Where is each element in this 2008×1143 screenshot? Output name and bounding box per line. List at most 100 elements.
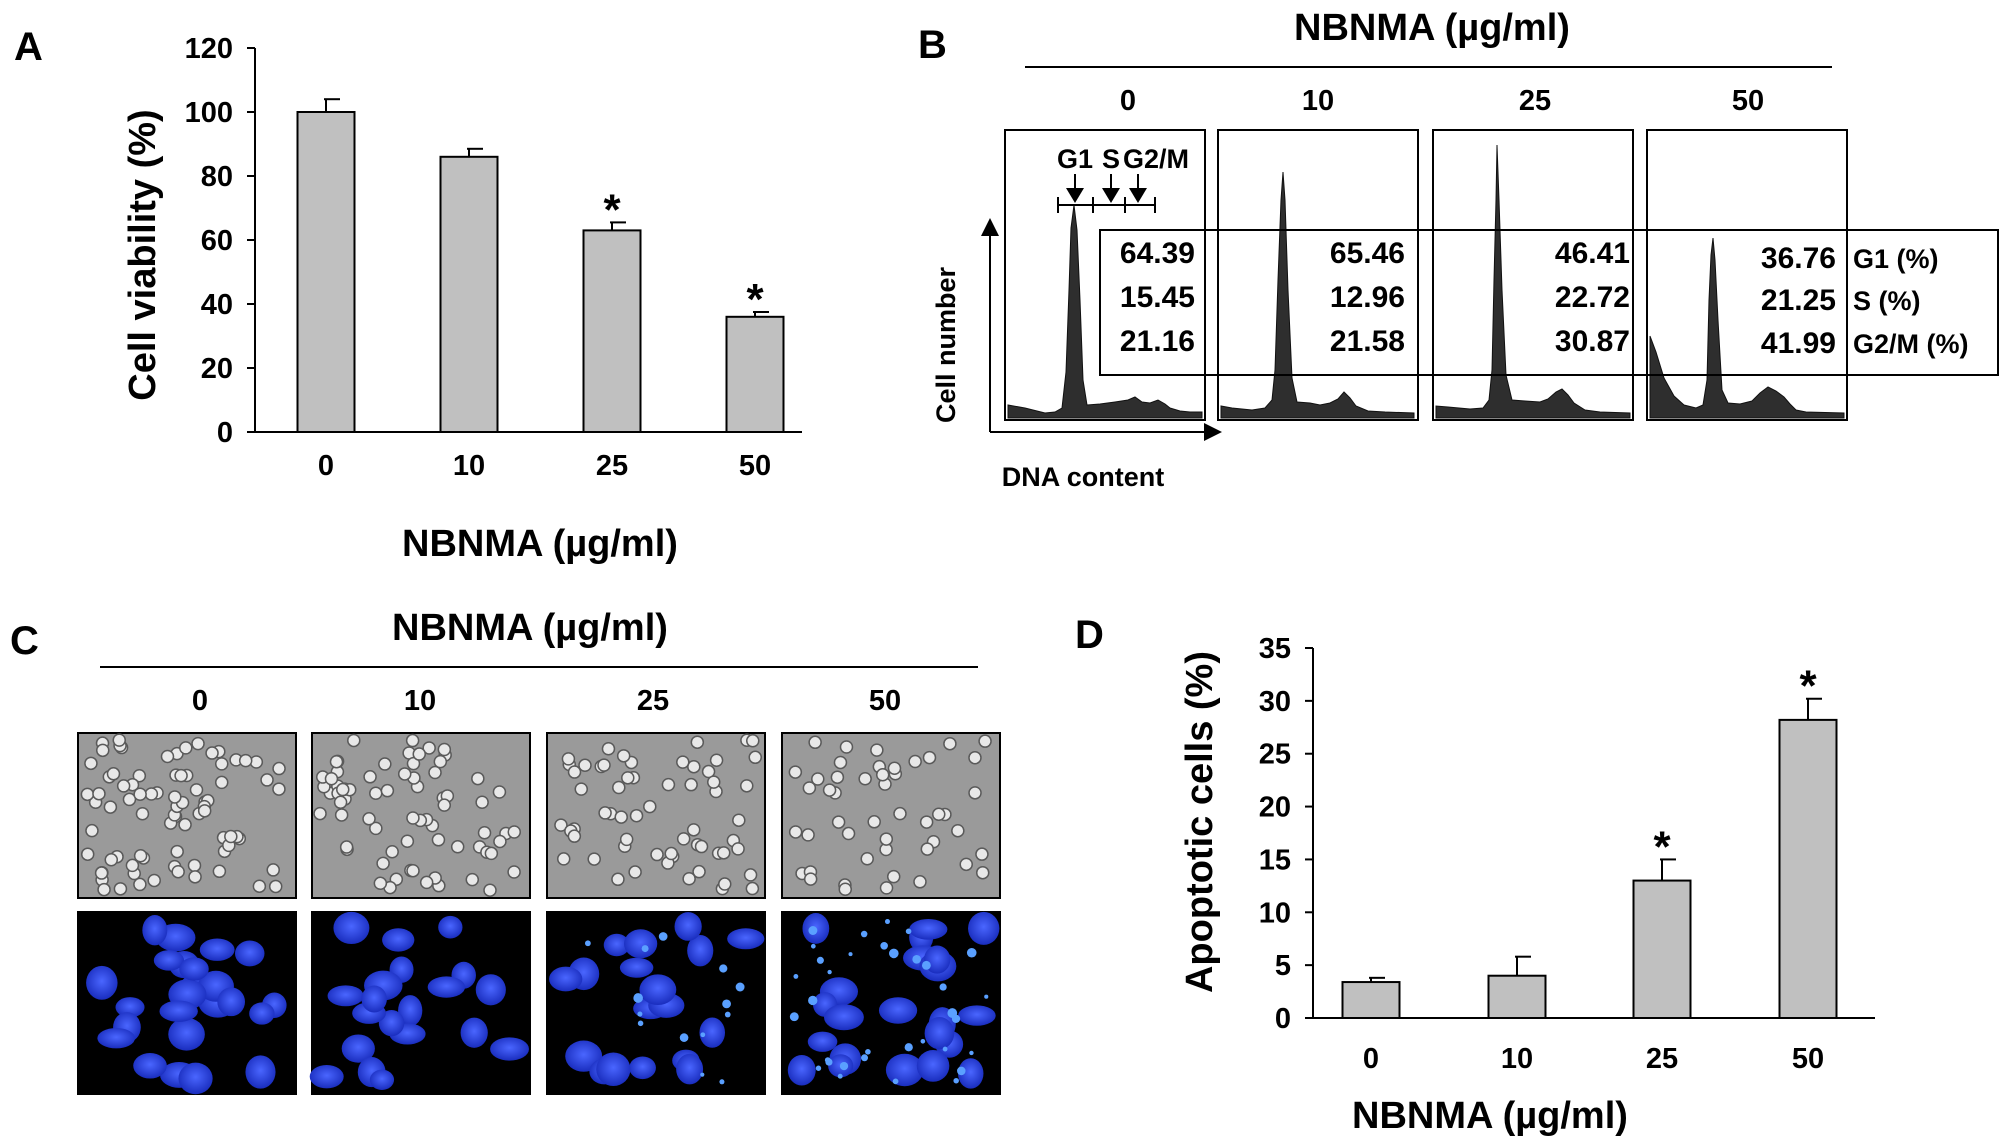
histogram-10	[1220, 171, 1415, 419]
panel-b-cell-cycle: NBNMA (µg/ml) 0 10 25 50 G1 S G2/M	[931, 7, 1999, 492]
chart-a-bar	[296, 111, 356, 433]
chart-a-category-label: 50	[739, 450, 771, 482]
chart-d-category-label: 50	[1792, 1043, 1824, 1075]
panel-b-conc-10: 10	[1302, 85, 1334, 117]
panel-c-micrographs: NBNMA (µg/ml) 0 10 25 50	[77, 607, 1001, 1095]
g1-value-25: 46.41	[1555, 237, 1630, 270]
chart-d-y-tick-label: 15	[1259, 844, 1291, 876]
row-label-g2m: G2/M (%)	[1853, 329, 1969, 359]
chart-d-apoptosis: 0 5 10 15 20 25 30 35 0 10 25 * 50 *	[1259, 633, 1875, 1075]
arrow-head-g1	[1066, 188, 1084, 203]
panel-c-conc-50: 50	[869, 685, 901, 717]
phase-contrast-image	[311, 732, 531, 899]
chart-a-category-label: 0	[318, 450, 334, 482]
arrow-head-s	[1102, 188, 1120, 203]
panel-label-b: B	[918, 23, 947, 67]
chart-d-significance-star: *	[1653, 822, 1671, 871]
row-label-g1: G1 (%)	[1853, 244, 1939, 274]
chart-a-category-label: 10	[453, 450, 485, 482]
phase-contrast-image	[546, 732, 766, 899]
panel-b-conc-0: 0	[1120, 85, 1136, 117]
chart-a-bar	[725, 315, 785, 433]
fluorescence-image	[546, 911, 766, 1095]
panel-label-a: A	[14, 25, 43, 69]
chart-a-y-tick-label: 80	[201, 161, 233, 193]
s-value-0: 15.45	[1120, 281, 1195, 314]
chart-a-y-tick-label: 60	[201, 225, 233, 257]
panel-c-conc-25: 25	[637, 685, 669, 717]
chart-a-viability: 0 20 40 60 80 100 120 0 10 25 * 50 *	[185, 33, 802, 482]
panel-c-title: NBNMA (µg/ml)	[392, 607, 668, 649]
chart-d-y-tick-label: 20	[1259, 792, 1291, 824]
chart-a-y-tick-label: 20	[201, 353, 233, 385]
histogram-box-10	[1217, 129, 1419, 421]
chart-d-category-label: 0	[1363, 1043, 1379, 1075]
cell-number-label: Cell number	[931, 266, 961, 423]
arrow-head-g2m	[1129, 188, 1147, 203]
dna-content-arrow-head	[1204, 423, 1222, 441]
phase-contrast-image	[77, 732, 297, 899]
chart-a-bar	[582, 229, 642, 433]
chart-d-y-tick-label: 5	[1275, 950, 1291, 982]
panel-c-conc-10: 10	[404, 685, 436, 717]
phase-marker-g1: G1	[1057, 144, 1093, 174]
chart-d-category-label: 10	[1501, 1043, 1533, 1075]
chart-d-y-tick-label: 35	[1259, 633, 1291, 665]
chart-a-y-label: Cell viability (%)	[122, 109, 164, 400]
panel-b-conc-25: 25	[1519, 85, 1551, 117]
chart-d-bar	[1341, 981, 1401, 1019]
histogram-25	[1435, 144, 1631, 419]
cell-cycle-values-box	[1099, 229, 1999, 376]
histogram-50	[1649, 237, 1845, 419]
s-value-50: 21.25	[1761, 284, 1836, 317]
chart-a-y-tick-label: 0	[217, 417, 233, 449]
chart-d-y-tick-label: 25	[1259, 739, 1291, 771]
g2m-value-10: 21.58	[1330, 325, 1405, 358]
chart-d-bar	[1778, 718, 1838, 1020]
chart-a-category-label: 25	[596, 450, 628, 482]
chart-d-significance-star: *	[1799, 662, 1817, 711]
g1-value-0: 64.39	[1120, 237, 1195, 270]
panel-b-conc-50: 50	[1732, 85, 1764, 117]
histogram-box-0	[1004, 129, 1206, 421]
chart-d-bar	[1632, 879, 1692, 1019]
chart-a-y-tick-label: 120	[185, 33, 233, 65]
fluorescence-image	[781, 911, 1001, 1095]
chart-a-bar	[439, 155, 499, 434]
g2m-value-0: 21.16	[1120, 325, 1195, 358]
chart-a-x-label: NBNMA (µg/ml)	[402, 523, 678, 565]
panel-c-conc-0: 0	[192, 685, 208, 717]
chart-d-category-label: 25	[1646, 1043, 1678, 1075]
phase-arrows	[1057, 174, 1156, 213]
chart-a-significance-star: *	[603, 185, 621, 234]
chart-d-y-tick-label: 0	[1275, 1003, 1291, 1035]
chart-d-x-label: NBNMA (µg/ml)	[1352, 1095, 1628, 1137]
phase-marker-g2m: G2/M	[1123, 144, 1189, 174]
chart-a-y-tick-label: 100	[185, 97, 233, 129]
panel-label-c: C	[10, 619, 39, 663]
chart-d-y-label: Apoptotic cells (%)	[1179, 651, 1221, 993]
fluorescence-image	[77, 911, 297, 1095]
chart-a-significance-star: *	[746, 275, 764, 324]
g2m-value-25: 30.87	[1555, 325, 1630, 358]
chart-d-bar	[1487, 974, 1547, 1020]
dna-content-label: DNA content	[1002, 462, 1165, 492]
s-value-10: 12.96	[1330, 281, 1405, 314]
fluorescence-image	[309, 911, 531, 1095]
cell-number-arrow-head	[981, 218, 999, 236]
histogram-box-25	[1432, 129, 1634, 421]
histogram-0	[1007, 204, 1203, 419]
panel-label-d: D	[1075, 613, 1104, 657]
chart-d-y-tick-label: 30	[1259, 686, 1291, 718]
chart-a-y-tick-label: 40	[201, 289, 233, 321]
phase-marker-s: S	[1102, 144, 1120, 174]
histogram-box-50	[1646, 129, 1848, 421]
phase-contrast-image	[781, 732, 1001, 899]
row-label-s: S (%)	[1853, 286, 1921, 316]
chart-d-y-tick-label: 10	[1259, 897, 1291, 929]
g1-value-50: 36.76	[1761, 242, 1836, 275]
s-value-25: 22.72	[1555, 281, 1630, 314]
g2m-value-50: 41.99	[1761, 327, 1836, 360]
panel-b-title: NBNMA (µg/ml)	[1294, 7, 1570, 49]
g1-value-10: 65.46	[1330, 237, 1405, 270]
